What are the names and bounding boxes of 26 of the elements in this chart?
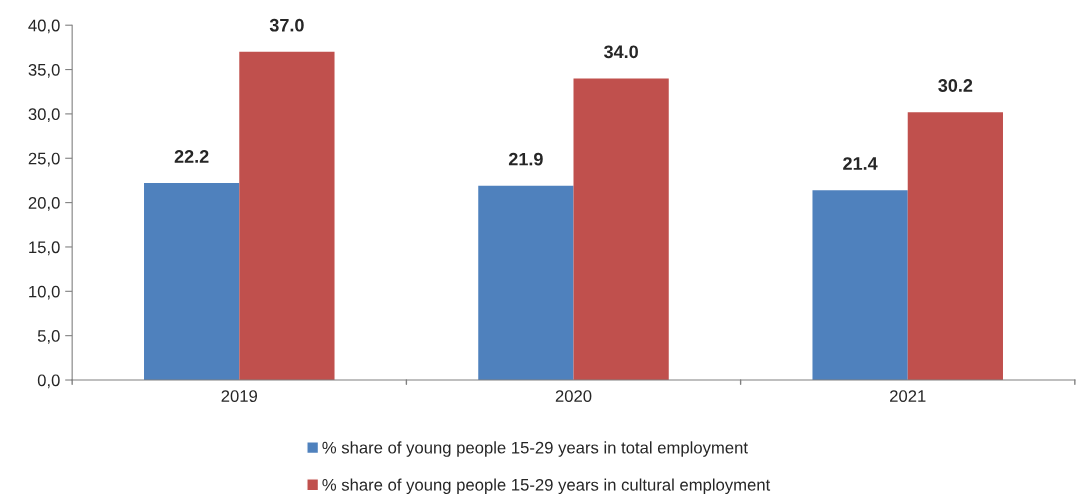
legend-label: % share of young people 15-29 years in total employment [322,441,748,457]
y-tick-label: 20,0 [28,197,60,211]
bar [478,185,574,381]
x-tick-label: 2019 [221,390,258,402]
data-label: 22.2 [174,150,209,163]
bar [573,78,669,381]
legend-label: % share of young people 15-29 years in cultural employment [322,478,771,495]
bar [144,183,240,381]
data-label: 21.4 [843,157,878,170]
data-label: 37.0 [269,18,304,32]
x-tick-label: 2021 [890,390,926,402]
bar [239,51,335,381]
y-tick-label: 40,0 [28,19,60,34]
bar [907,112,1003,381]
y-tick-label: 15,0 [29,241,60,256]
x-tick-label: 2020 [555,390,592,402]
y-tick-label: 30,0 [28,108,60,123]
data-label: 21.9 [508,152,543,166]
y-tick-label: 25,0 [28,152,60,167]
data-label: 34.0 [603,45,638,59]
y-tick-label: 5,0 [37,330,60,344]
data-label: 30.2 [938,79,973,92]
bar [812,190,908,381]
y-tick-label: 35,0 [28,63,60,78]
y-tick-label: 0,0 [37,374,60,389]
y-tick-label: 10,0 [29,285,60,300]
